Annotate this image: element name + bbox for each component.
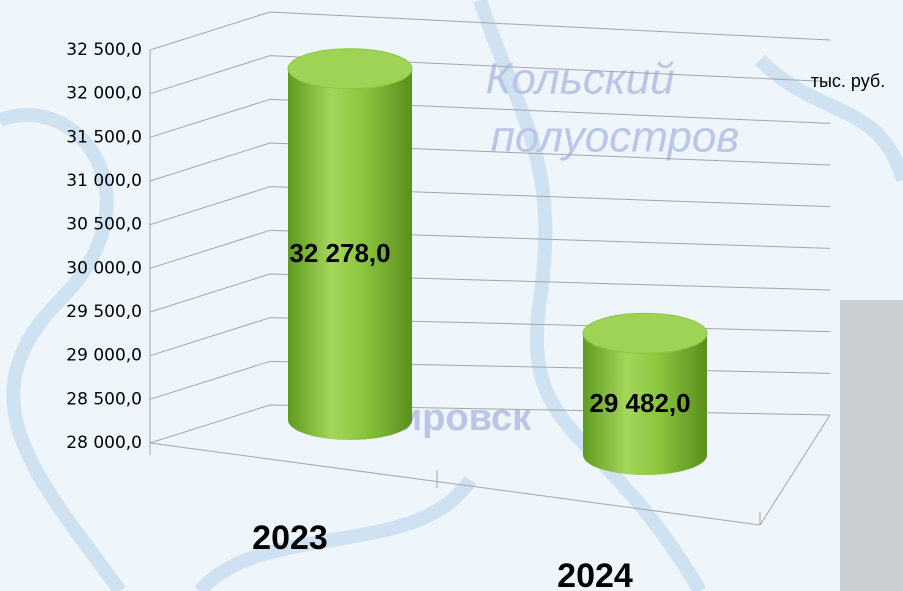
photo-fragment [840, 300, 903, 591]
y-tick-label: 28 500,0 [66, 389, 142, 409]
y-tick-label: 29 500,0 [66, 302, 142, 322]
x-tick-label: 2024 [557, 557, 633, 591]
y-tick-label: 30 500,0 [66, 215, 142, 235]
map-label: полуостров [491, 113, 740, 162]
y-tick-label: 32 000,0 [66, 84, 142, 104]
y-tick-label: 32 500,0 [66, 40, 142, 60]
bar-top [583, 313, 707, 353]
y-tick-label: 31 500,0 [66, 127, 142, 147]
units-label: тыс. руб. [811, 71, 886, 91]
map-label: ировск [399, 397, 532, 439]
y-tick-label: 30 000,0 [66, 258, 142, 278]
bar-top [288, 49, 412, 89]
x-tick-label: 2023 [252, 519, 328, 557]
map-label: Кольский [485, 55, 674, 104]
y-tick-label: 31 000,0 [66, 171, 142, 191]
value-label: 29 482,0 [589, 388, 690, 418]
chart: Кольский полуостров ировск тыс. руб. 32 … [0, 0, 903, 591]
y-tick-label: 29 000,0 [66, 346, 142, 366]
value-label: 32 278,0 [289, 238, 390, 268]
y-tick-label: 28 000,0 [66, 433, 142, 453]
